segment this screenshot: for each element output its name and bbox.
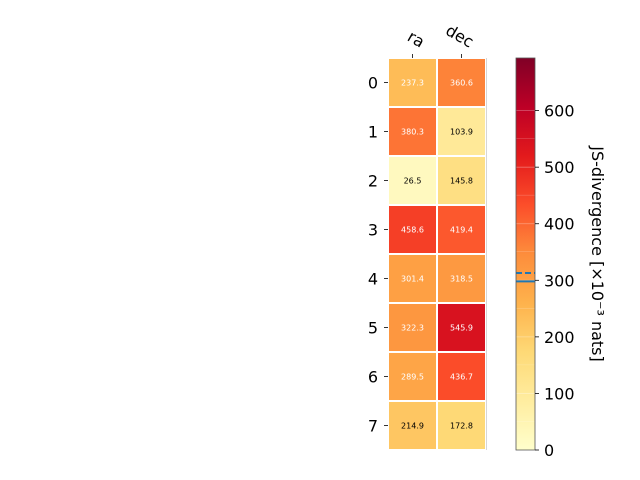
cell-value-label: 322.3: [401, 324, 424, 333]
row-labels: 0 1 2 3 4 5 6 7: [368, 74, 388, 436]
colorbar-markers: [516, 271, 535, 283]
heatmap-cell-dec-2: [438, 157, 485, 204]
colorbar-ticks: 0 100 200 300 400 500 600: [535, 102, 575, 460]
cell-value-label: 360.6: [450, 79, 473, 88]
cell-value-label: 237.3: [401, 79, 424, 88]
colorbar-tick-label: 100: [544, 384, 575, 403]
row-label-2: 2: [368, 172, 378, 191]
heatmap-cell-dec-6: [438, 353, 485, 400]
colorbar-tick-label: 600: [544, 102, 575, 121]
cell-value-label: 318.5: [450, 275, 473, 284]
colorbar-tick-label: 400: [544, 215, 575, 234]
colorbar: 0 100 200 300 400 500 600 JS-divergence [×10⁻³…: [515, 57, 607, 460]
cell-value-label: 380.3: [401, 128, 424, 137]
heatmap-cell-dec-3: [438, 206, 485, 253]
cell-value-label: 172.8: [450, 422, 473, 431]
colorbar-tick-label: 0: [544, 441, 554, 460]
colorbar-tick-label: 200: [544, 328, 575, 347]
cell-value-label: 103.9: [450, 128, 473, 137]
row-label-7: 7: [368, 417, 378, 436]
heatmap-cell-ra-2: [389, 157, 436, 204]
heatmap-cell-ra-0: [389, 59, 436, 106]
heatmap-cell-ra-6: [389, 353, 436, 400]
cell-value-label: 436.7: [450, 373, 473, 382]
heatmap-cell-dec-7: [438, 402, 485, 449]
colorbar-label: JS-divergence [×10⁻³ nats]: [588, 145, 607, 361]
heatmap-cell-dec-5: [438, 304, 485, 351]
row-label-5: 5: [368, 319, 378, 338]
colorbar-tick-label: 300: [544, 271, 575, 290]
row-label-6: 6: [368, 368, 378, 387]
row-label-4: 4: [368, 270, 378, 289]
colorbar-tick-lines: [516, 110, 535, 422]
colorbar-border: [515, 57, 536, 451]
heatmap-cell-ra-1: [389, 108, 436, 155]
cell-value-label: 26.5: [404, 177, 422, 186]
cell-value-label: 289.5: [401, 373, 424, 382]
heatmap-cell-dec-4: [438, 255, 485, 302]
heatmap-cell-ra-5: [389, 304, 436, 351]
colorbar-gradient: [516, 58, 535, 450]
heatmap-cells: 237.3 360.6 380.3 103.9 26.5 145.8 458.6 419.4 3…: [389, 59, 485, 449]
row-label-3: 3: [368, 221, 378, 240]
heatmap-cell-ra-3: [389, 206, 436, 253]
cell-value-label: 419.4: [450, 226, 473, 235]
column-labels: ra dec: [404, 21, 477, 58]
cell-value-label: 545.9: [450, 324, 473, 333]
heatmap-cell-dec-0: [438, 59, 485, 106]
cell-value-label: 458.6: [401, 226, 424, 235]
heatmap-cell-ra-7: [389, 402, 436, 449]
column-label-dec: dec: [443, 21, 477, 52]
cell-value-label: 301.4: [401, 275, 424, 284]
heatmap-cell-dec-1: [438, 108, 485, 155]
cell-value-label: 145.8: [450, 177, 473, 186]
column-label-ra: ra: [404, 27, 428, 52]
row-label-1: 1: [368, 123, 378, 142]
colorbar-tick-label: 500: [544, 158, 575, 177]
row-label-0: 0: [368, 74, 378, 93]
heatmap-cell-ra-4: [389, 255, 436, 302]
cell-value-label: 214.9: [401, 422, 424, 431]
